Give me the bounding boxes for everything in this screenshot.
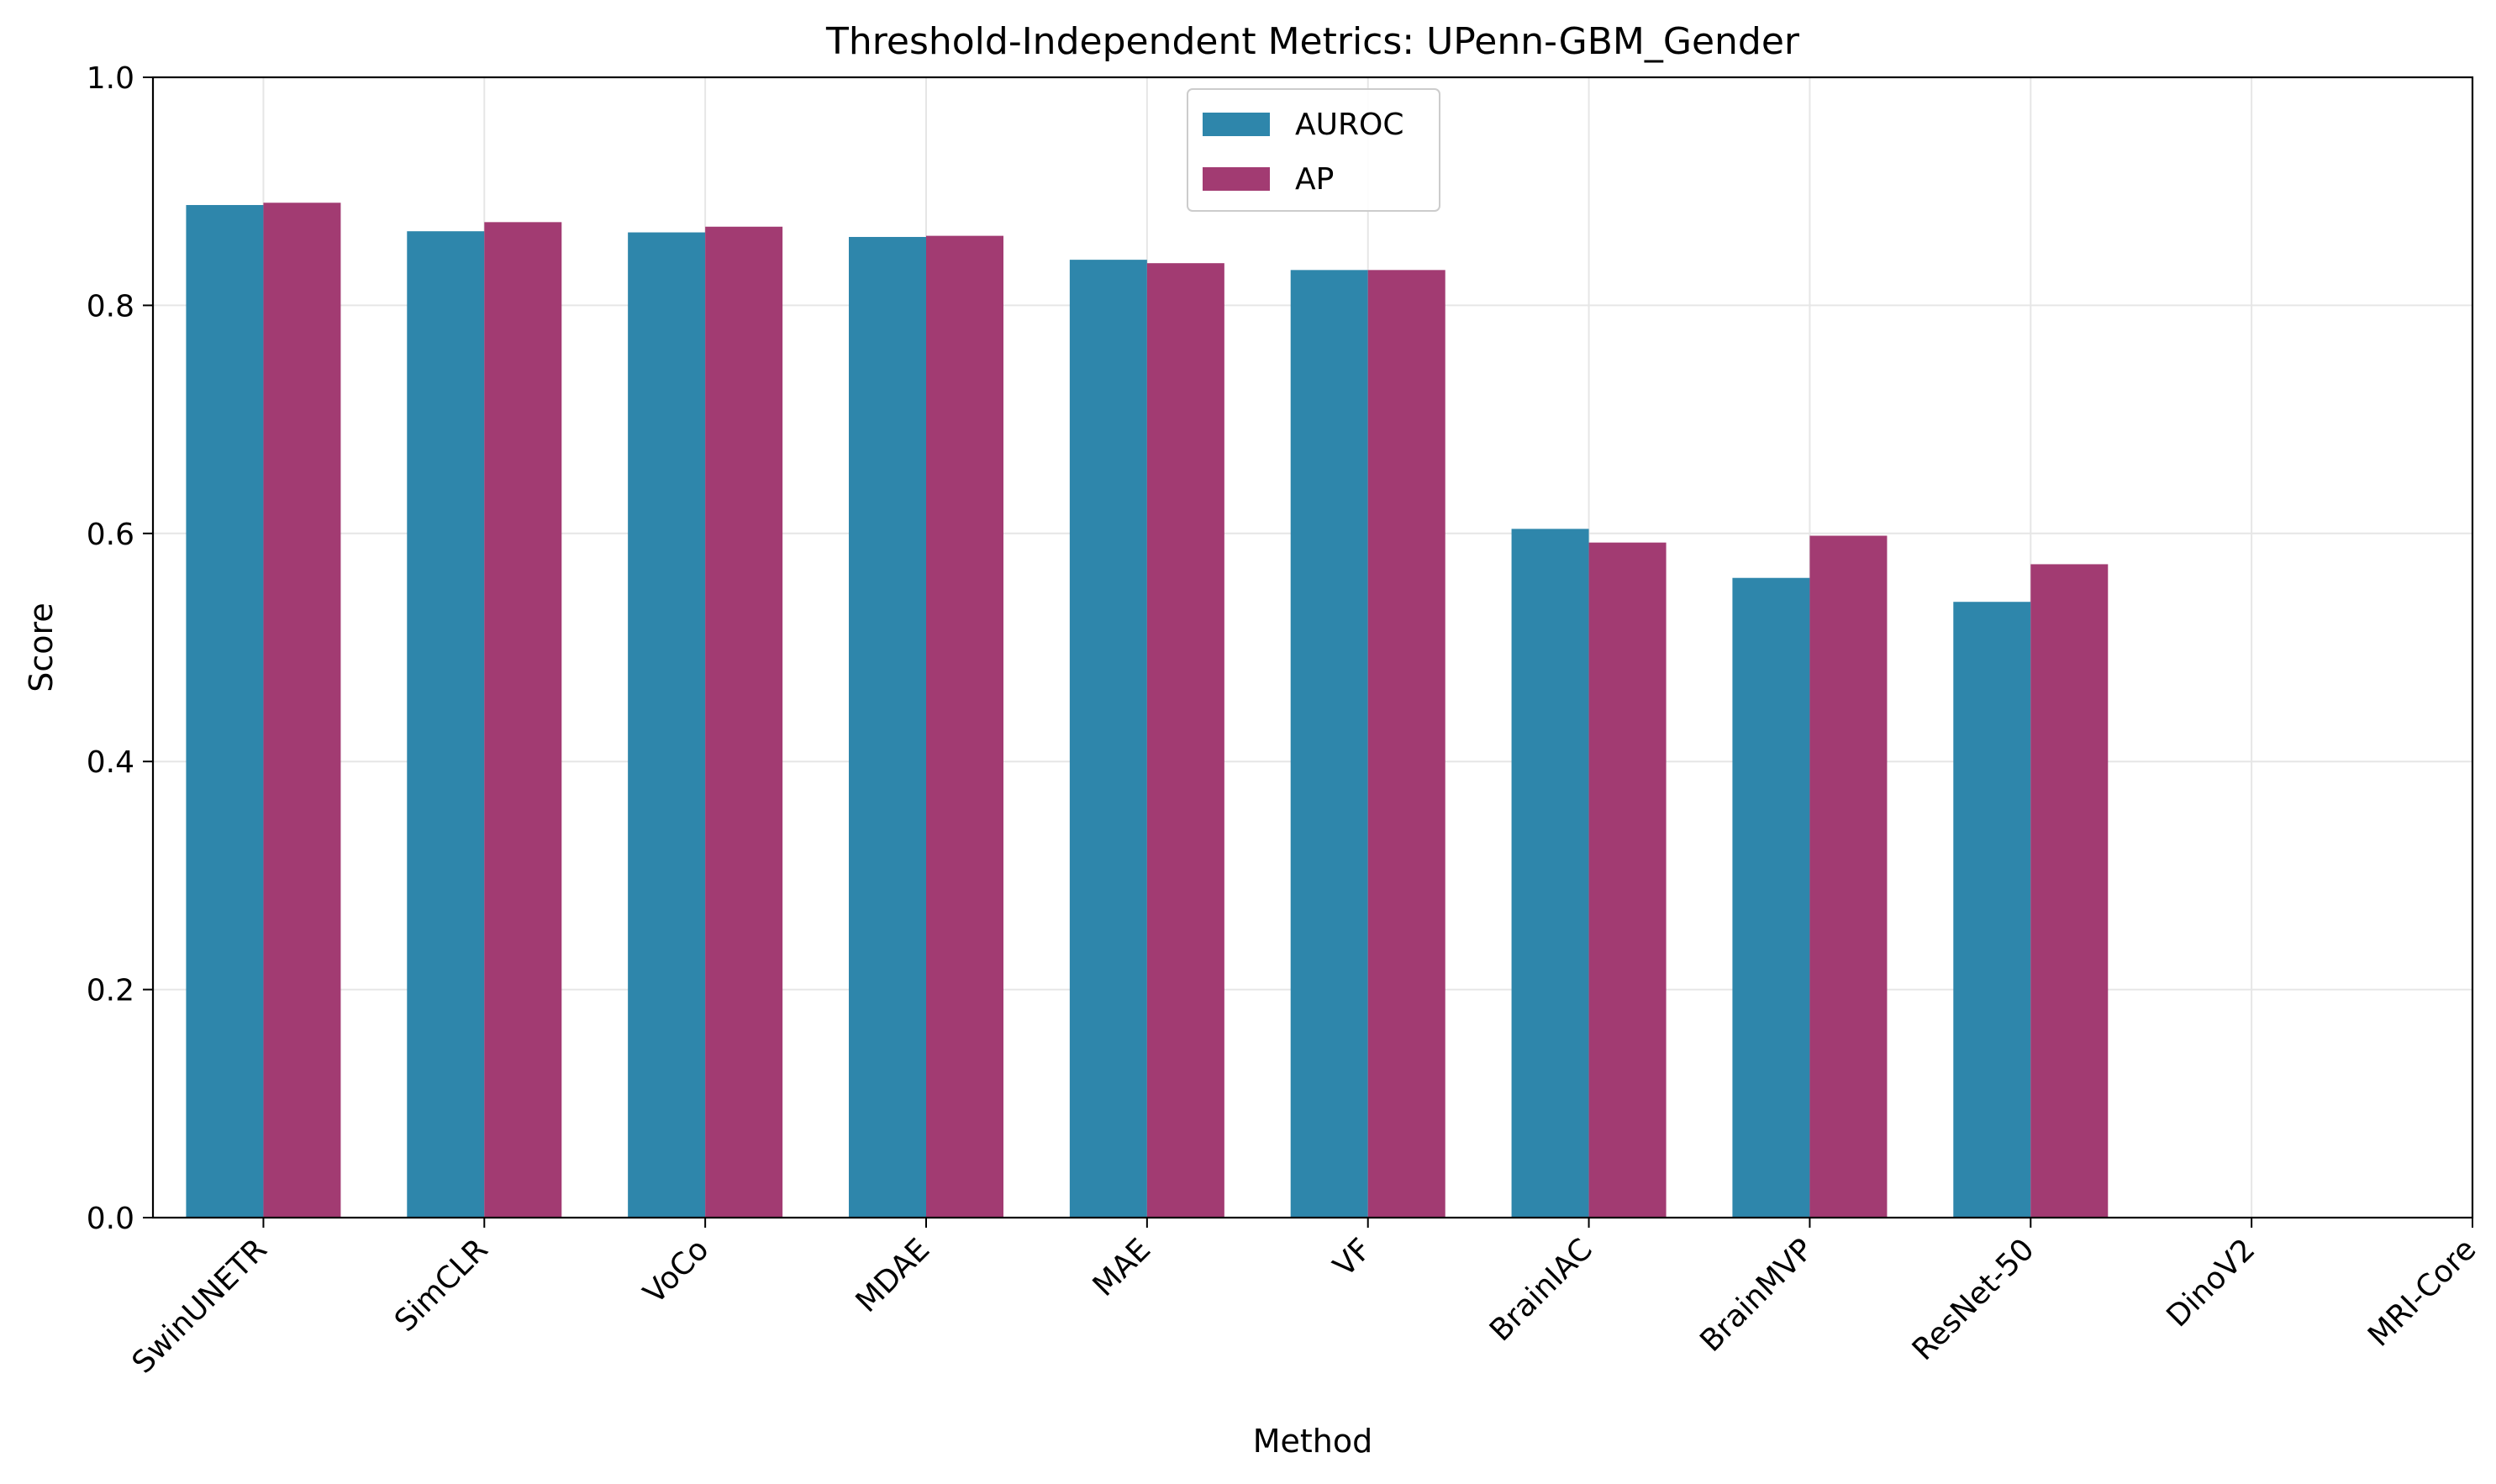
bar-ap-resnet-50 (2030, 564, 2109, 1218)
axes-frame (151, 76, 2474, 1219)
bar-auroc-brainmvp (1732, 577, 1810, 1218)
bar-ap-mae (1146, 263, 1224, 1218)
bars (186, 203, 2109, 1218)
bar-ap-simclr (484, 222, 562, 1218)
bar-ap-mdae (926, 235, 1003, 1218)
bar-ap-brainiac (1588, 542, 1667, 1218)
x-axis-label: Method (1253, 1423, 1373, 1460)
y-tick-label: 1.0 (87, 61, 134, 96)
bar-auroc-brainiac (1511, 529, 1589, 1218)
bar-auroc-mae (1069, 260, 1147, 1218)
legend-label-auroc: AUROC (1295, 108, 1403, 142)
bar-ap-swinunetr (263, 203, 341, 1218)
bar-auroc-vf (1290, 270, 1368, 1218)
bar-auroc-swinunetr (186, 204, 264, 1218)
legend-swatch-auroc (1203, 113, 1270, 136)
y-tick-label: 0.4 (87, 745, 134, 780)
bar-auroc-simclr (407, 231, 485, 1218)
bar-ap-voco (705, 226, 783, 1218)
bar-ap-brainmvp (1809, 535, 1888, 1218)
chart-title: Threshold-Independent Metrics: UPenn-GBM… (825, 20, 1800, 63)
legend-label-ap: AP (1295, 162, 1334, 197)
bar-auroc-voco (628, 232, 706, 1218)
bar-auroc-resnet-50 (1953, 602, 2031, 1218)
y-axis-label: Score (23, 603, 60, 692)
bar-auroc-mdae (849, 236, 926, 1218)
y-tick-label: 0.6 (87, 518, 134, 552)
y-tick-label: 0.2 (87, 974, 134, 1008)
y-tick-label: 0.0 (87, 1202, 134, 1236)
bar-ap-vf (1367, 270, 1445, 1218)
legend-swatch-ap (1203, 167, 1270, 191)
y-tick-label: 0.8 (87, 289, 134, 324)
legend: AUROC AP (1187, 88, 1440, 212)
